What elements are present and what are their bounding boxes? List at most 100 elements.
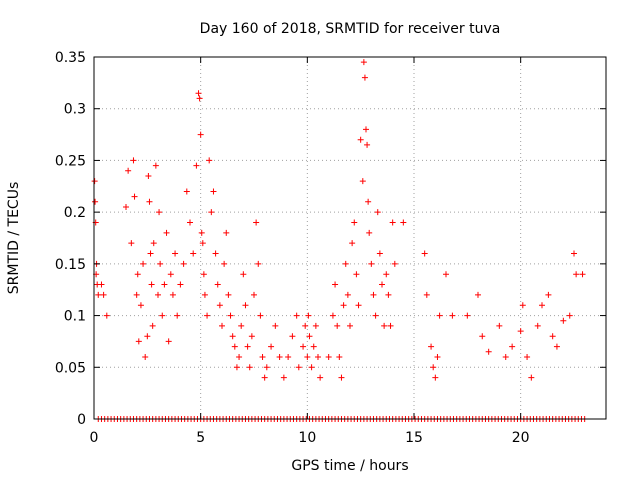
y-tick-label: 0.3 bbox=[64, 102, 86, 118]
data-point bbox=[208, 209, 215, 216]
data-point bbox=[509, 343, 516, 350]
data-point bbox=[347, 322, 353, 329]
data-point bbox=[553, 343, 560, 350]
data-point bbox=[579, 271, 586, 278]
y-tick-label: 0.25 bbox=[55, 153, 86, 169]
data-point bbox=[190, 250, 197, 257]
data-point bbox=[443, 271, 449, 278]
data-point bbox=[147, 250, 154, 257]
data-point bbox=[144, 333, 151, 340]
data-point bbox=[428, 343, 435, 350]
data-point bbox=[100, 291, 107, 298]
data-points bbox=[91, 59, 586, 381]
data-point bbox=[312, 322, 319, 329]
grid-lines bbox=[94, 57, 606, 419]
data-point bbox=[430, 364, 437, 371]
data-point bbox=[360, 59, 367, 66]
data-point bbox=[214, 281, 221, 288]
data-point bbox=[479, 333, 486, 340]
data-point bbox=[233, 364, 240, 371]
data-point bbox=[223, 229, 230, 236]
data-point bbox=[257, 312, 264, 319]
data-point bbox=[167, 271, 174, 278]
data-point bbox=[370, 291, 377, 298]
data-point bbox=[229, 333, 236, 340]
data-point bbox=[187, 219, 193, 226]
data-point bbox=[155, 291, 161, 298]
data-point bbox=[310, 343, 317, 350]
data-point bbox=[251, 291, 257, 298]
data-point bbox=[131, 193, 138, 200]
data-point bbox=[272, 322, 279, 329]
plot-area-frame bbox=[93, 56, 607, 420]
data-point bbox=[534, 322, 541, 329]
data-point bbox=[149, 322, 156, 329]
y-axis-label: SRMTID / TECUs bbox=[6, 182, 22, 295]
data-point bbox=[329, 312, 336, 319]
data-point bbox=[573, 271, 580, 278]
data-point bbox=[302, 322, 309, 329]
data-point bbox=[361, 74, 368, 81]
data-point bbox=[280, 374, 287, 381]
data-point bbox=[219, 322, 225, 329]
data-point bbox=[436, 312, 443, 319]
data-point bbox=[421, 250, 428, 257]
data-point bbox=[204, 312, 211, 319]
x-tick-label: 15 bbox=[405, 430, 423, 446]
data-point bbox=[174, 312, 181, 319]
data-point bbox=[571, 250, 577, 257]
data-point bbox=[199, 240, 206, 247]
data-point bbox=[206, 157, 213, 164]
data-point bbox=[334, 322, 341, 329]
data-point bbox=[276, 353, 283, 360]
data-point bbox=[387, 322, 394, 329]
data-point bbox=[198, 229, 205, 236]
data-point bbox=[225, 291, 232, 298]
data-point bbox=[244, 343, 251, 350]
data-point bbox=[566, 312, 573, 319]
data-point bbox=[196, 95, 203, 102]
data-point bbox=[357, 136, 364, 143]
data-point bbox=[342, 260, 349, 267]
data-point bbox=[221, 260, 228, 267]
data-point bbox=[169, 291, 176, 298]
data-point bbox=[434, 353, 441, 360]
data-point bbox=[123, 203, 129, 210]
y-tick-label: 0 bbox=[77, 412, 86, 428]
data-point bbox=[336, 353, 343, 360]
data-point bbox=[289, 333, 296, 340]
data-point bbox=[246, 364, 253, 371]
data-point bbox=[308, 364, 315, 371]
data-point bbox=[376, 250, 383, 257]
data-point bbox=[293, 312, 300, 319]
data-point bbox=[259, 353, 266, 360]
data-point bbox=[236, 353, 243, 360]
data-point bbox=[349, 240, 356, 247]
data-point bbox=[344, 291, 351, 298]
data-point bbox=[304, 353, 311, 360]
data-point bbox=[475, 291, 481, 298]
data-point bbox=[98, 281, 105, 288]
data-point bbox=[177, 281, 184, 288]
data-point bbox=[255, 260, 262, 267]
data-point bbox=[315, 353, 321, 360]
data-point bbox=[133, 291, 140, 298]
data-point bbox=[140, 260, 147, 267]
data-point bbox=[524, 353, 531, 360]
data-point bbox=[216, 302, 223, 309]
data-point bbox=[545, 291, 552, 298]
data-point bbox=[165, 338, 172, 345]
data-point bbox=[285, 353, 292, 360]
data-point bbox=[263, 364, 270, 371]
data-point bbox=[231, 343, 238, 350]
data-point bbox=[103, 312, 110, 319]
data-point bbox=[163, 229, 170, 236]
data-point bbox=[145, 172, 152, 179]
data-point bbox=[353, 271, 360, 278]
data-point bbox=[125, 167, 132, 174]
data-point bbox=[156, 209, 163, 216]
data-point bbox=[92, 198, 99, 205]
data-point bbox=[365, 198, 372, 205]
data-point bbox=[150, 240, 157, 247]
data-point bbox=[496, 322, 503, 329]
